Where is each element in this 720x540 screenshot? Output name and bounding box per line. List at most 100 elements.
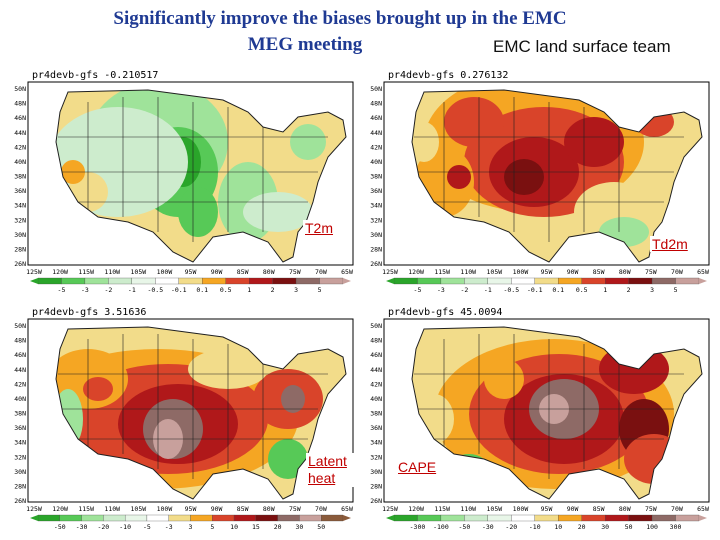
lat-tick-label: 36N: [14, 187, 26, 195]
lat-tick-label: 36N: [14, 424, 26, 432]
lon-tick-label: 65W: [341, 505, 353, 513]
lat-tick-label: 48N: [14, 100, 26, 108]
colorbar-label: -10: [119, 523, 131, 531]
colorbar-label: -5: [414, 286, 422, 294]
colorbar-label: -30: [482, 523, 494, 531]
colorbar-label: 1: [603, 286, 607, 294]
lon-tick-label: 95W: [541, 268, 553, 276]
lon-tick-label: 95W: [541, 505, 553, 513]
colorbar-label: -0.1: [171, 286, 187, 294]
lat-tick-label: 40N: [370, 158, 382, 166]
lon-tick-label: 70W: [671, 268, 683, 276]
lon-tick-label: 65W: [341, 268, 353, 276]
colorbar-swatch: [202, 277, 226, 285]
lat-tick-label: 28N: [370, 245, 382, 253]
colorbar-swatch: [651, 514, 676, 522]
colorbar-label: 30: [296, 523, 304, 531]
lon-tick-label: 125W: [26, 505, 42, 513]
lat-tick-label: 26N: [14, 260, 26, 268]
variable-label: CAPE: [396, 459, 439, 475]
anomaly-region: [281, 385, 305, 413]
lat-tick-label: 38N: [370, 173, 382, 181]
colorbar-label: 0.5: [220, 286, 232, 294]
lon-tick-label: 70W: [315, 505, 327, 513]
colorbar-label: 3: [189, 523, 193, 531]
lon-tick-label: 80W: [619, 268, 631, 276]
anomaly-region: [290, 124, 326, 160]
lon-tick-label: 100W: [157, 268, 173, 276]
lat-tick-label: 42N: [370, 143, 382, 151]
lat-tick-label: 26N: [370, 260, 382, 268]
panel-t2m: pr4devb-gfs -0.210517 50N 48N 46N 44N 42N 40N 3…: [6, 68, 361, 303]
colorbar-label: 0.5: [576, 286, 588, 294]
lon-tick-label: 75W: [645, 268, 657, 276]
colorbar-swatch: [61, 277, 86, 285]
colorbar-label: -1: [484, 286, 492, 294]
colorbar-swatch: [321, 514, 344, 522]
colorbar-label: 0.1: [196, 286, 208, 294]
colorbar-swatch: [464, 277, 488, 285]
map-svg: pr4devb-gfs -0.210517 50N 48N 46N 44N 42N 40N 3…: [14, 70, 354, 294]
colorbar-swatch: [124, 514, 148, 522]
colorbar-label: -50: [54, 523, 66, 531]
colorbar-swatch: [464, 514, 488, 522]
lon-tick-label: 125W: [382, 268, 398, 276]
lat-tick-label: 50N: [370, 85, 382, 93]
lon-tick-label: 75W: [289, 505, 301, 513]
colorbar-swatch: [487, 514, 512, 522]
colorbar-label: 0.1: [552, 286, 564, 294]
lat-tick-label: 44N: [14, 129, 26, 137]
colorbar-swatch: [131, 277, 156, 285]
colorbar-label: -5: [143, 523, 151, 531]
lon-tick-label: 115W: [78, 268, 94, 276]
lon-tick-label: 105W: [487, 268, 503, 276]
colorbar-swatch: [225, 277, 250, 285]
colorbar-swatch: [534, 514, 559, 522]
colorbar-label: 100: [646, 523, 658, 531]
lon-tick-label: 95W: [185, 505, 197, 513]
colorbar-label: -30: [76, 523, 88, 531]
colorbar-label: 5: [318, 286, 322, 294]
lon-tick-label: 105W: [131, 268, 147, 276]
lon-tick-label: 110W: [460, 505, 476, 513]
lat-tick-label: 42N: [14, 380, 26, 388]
colorbar-swatch: [651, 277, 676, 285]
colorbar-label: -100: [433, 523, 449, 531]
lat-tick-label: 38N: [14, 410, 26, 418]
colorbar-label: -20: [97, 523, 109, 531]
lon-tick-label: 85W: [593, 505, 605, 513]
panel-td2m: pr4devb-gfs 0.276132 50N 48N 46N 44N 42N 40N 38…: [362, 68, 717, 303]
lon-tick-label: 70W: [315, 268, 327, 276]
lon-tick-label: 75W: [645, 505, 657, 513]
lat-tick-label: 32N: [370, 216, 382, 224]
colorbar-swatch: [319, 277, 344, 285]
panel-header: pr4devb-gfs -0.210517: [32, 70, 158, 81]
colorbar-swatch: [212, 514, 235, 522]
lat-tick-label: 50N: [14, 322, 26, 330]
colorbar-label: 2: [271, 286, 275, 294]
title-line-2: MEG meeting: [247, 34, 363, 55]
colorbar-swatch: [417, 514, 442, 522]
colorbar-swatch: [440, 277, 465, 285]
lon-tick-label: 75W: [289, 268, 301, 276]
colorbar-label: -3: [81, 286, 89, 294]
colorbar-label: 5: [674, 286, 678, 294]
map-svg: pr4devb-gfs 45.0094 50N 48N 46N 44N 42N 40N 38N…: [370, 307, 710, 531]
colorbar-label: -50: [459, 523, 471, 531]
colorbar-label: -0.5: [503, 286, 519, 294]
lon-tick-label: 70W: [671, 505, 683, 513]
lon-tick-label: 85W: [593, 268, 605, 276]
title-line-1: Significantly improve the biases brought…: [113, 8, 567, 29]
colorbar-label: 30: [601, 523, 609, 531]
colorbar-label: -10: [529, 523, 541, 531]
lat-tick-label: 30N: [14, 231, 26, 239]
colorbar-swatch: [511, 277, 535, 285]
colorbar-swatch: [59, 514, 82, 522]
colorbar-label: -5: [58, 286, 66, 294]
colorbar-label: 50: [625, 523, 633, 531]
anomaly-region: [83, 377, 113, 401]
lat-tick-label: 44N: [370, 366, 382, 374]
map-svg: pr4devb-gfs 3.51636 50N 48N 46N 44N 42N 40N 38N…: [14, 307, 354, 531]
lat-tick-label: 34N: [370, 202, 382, 210]
lat-tick-label: 26N: [14, 497, 26, 505]
